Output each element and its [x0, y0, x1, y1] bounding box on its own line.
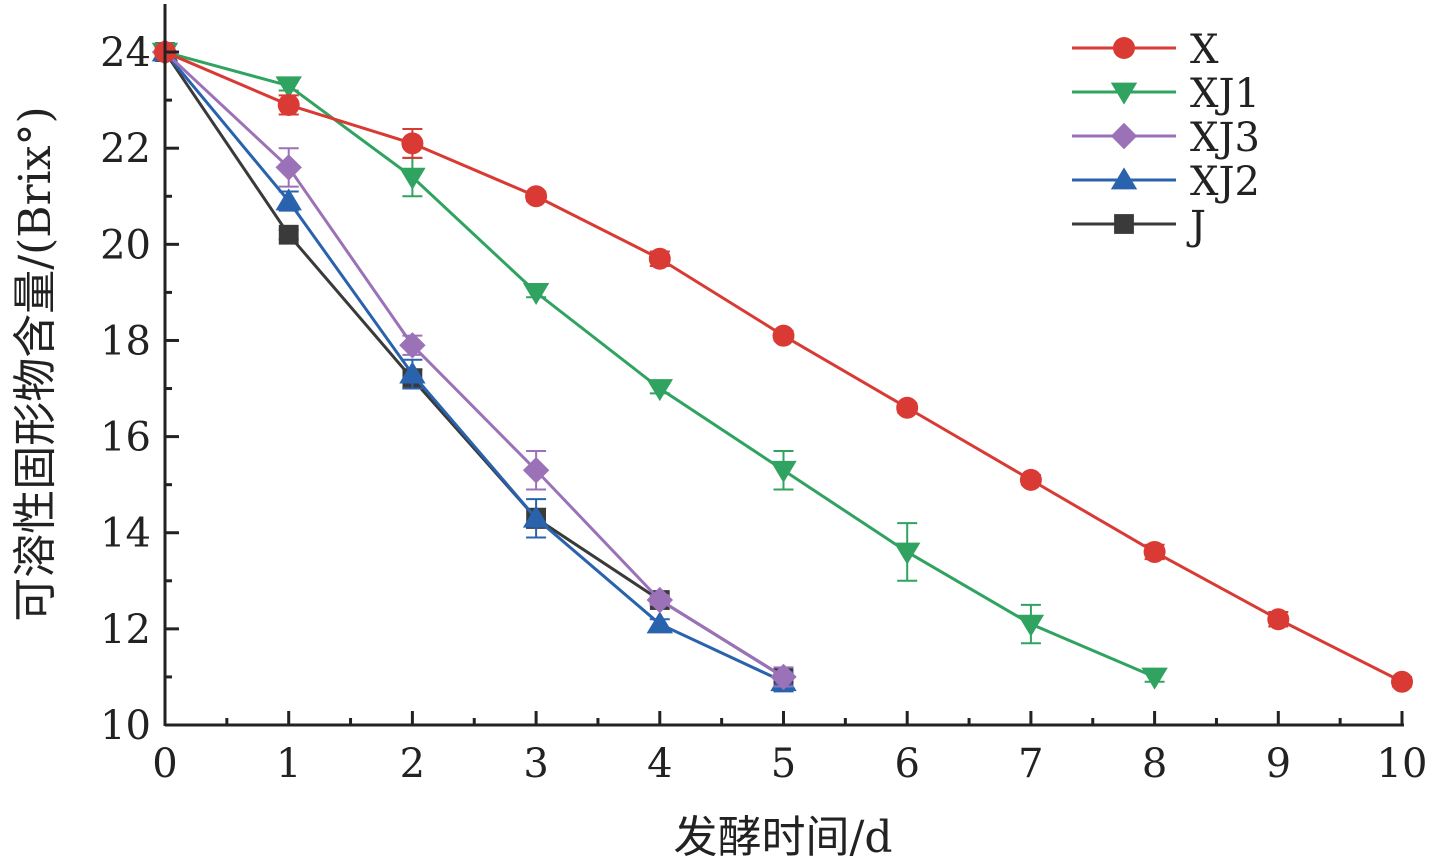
x-tick-label: 5: [771, 741, 796, 787]
legend-label: XJ3: [1190, 115, 1260, 161]
y-tick-label: 20: [100, 222, 151, 268]
data-point: [646, 379, 673, 402]
y-tick-label: 16: [100, 415, 151, 461]
data-point: [1141, 667, 1168, 690]
legend-marker: [1114, 214, 1134, 234]
data-point: [1017, 614, 1045, 637]
series-xj3: [151, 38, 797, 691]
series-x: [154, 41, 1413, 693]
legend-marker: [1110, 122, 1138, 150]
x-tick-label: 1: [276, 741, 301, 787]
data-point: [1391, 670, 1413, 693]
legend-item: XJ3: [1072, 115, 1260, 161]
series-line: [163, 50, 785, 679]
data-point: [1019, 468, 1042, 491]
y-tick-label: 14: [100, 511, 151, 557]
data-point: [1267, 608, 1290, 631]
x-tick-label: 2: [400, 741, 425, 787]
data-point: [770, 460, 797, 483]
legend-item: XJ2: [1072, 159, 1260, 205]
data-point: [275, 76, 302, 99]
data-point: [399, 361, 426, 384]
data-point: [278, 224, 299, 245]
data-point: [522, 505, 550, 528]
y-axis-title: 可溶性固形物含量/(Brix°): [10, 106, 61, 621]
y-tick-label: 18: [100, 318, 151, 364]
plot-area: [151, 38, 1413, 693]
legend-marker: [1110, 167, 1138, 190]
data-point: [646, 586, 673, 614]
data-point: [399, 332, 426, 359]
legend-label: XJ1: [1190, 71, 1260, 117]
data-point: [1143, 540, 1166, 563]
data-point: [648, 247, 671, 270]
y-tick-label: 10: [100, 703, 151, 749]
legend-label: J: [1186, 203, 1206, 249]
x-tick-label: 8: [1142, 741, 1167, 787]
data-point: [399, 167, 426, 190]
x-tick-label: 6: [894, 741, 919, 787]
data-point: [401, 132, 424, 155]
x-tick-label: 4: [647, 741, 672, 787]
series-line: [164, 50, 1156, 679]
x-tick-label: 3: [523, 741, 548, 787]
y-tick-label: 22: [100, 126, 151, 172]
x-tick-label: 10: [1377, 741, 1428, 787]
series-line: [163, 51, 785, 684]
legend-item: X: [1072, 27, 1219, 73]
y-tick-label: 12: [100, 607, 151, 653]
series-xj2: [151, 39, 797, 693]
legend-marker: [1110, 82, 1138, 105]
x-tick-label: 0: [152, 741, 177, 787]
data-point: [275, 188, 302, 211]
data-point: [522, 283, 550, 306]
data-point: [894, 542, 921, 565]
data-point: [770, 663, 797, 691]
legend-marker: [1113, 37, 1135, 59]
data-point: [275, 154, 302, 181]
x-axis-title: 发酵时间/d: [674, 812, 893, 863]
data-point: [772, 324, 795, 347]
data-point: [896, 396, 919, 419]
series-j: [155, 42, 794, 687]
x-tick-label: 7: [1018, 741, 1043, 787]
data-point: [277, 93, 300, 116]
legend-label: XJ2: [1190, 159, 1260, 205]
data-point: [522, 457, 550, 484]
y-tick-label: 24: [100, 30, 151, 76]
x-tick-label: 9: [1266, 741, 1291, 787]
data-point: [646, 611, 673, 634]
legend-label: X: [1190, 27, 1219, 73]
data-point: [525, 185, 548, 208]
series-xj1: [151, 42, 1168, 690]
legend-item: J: [1072, 203, 1206, 249]
legend-item: XJ1: [1072, 71, 1260, 117]
series-line: [163, 51, 785, 679]
